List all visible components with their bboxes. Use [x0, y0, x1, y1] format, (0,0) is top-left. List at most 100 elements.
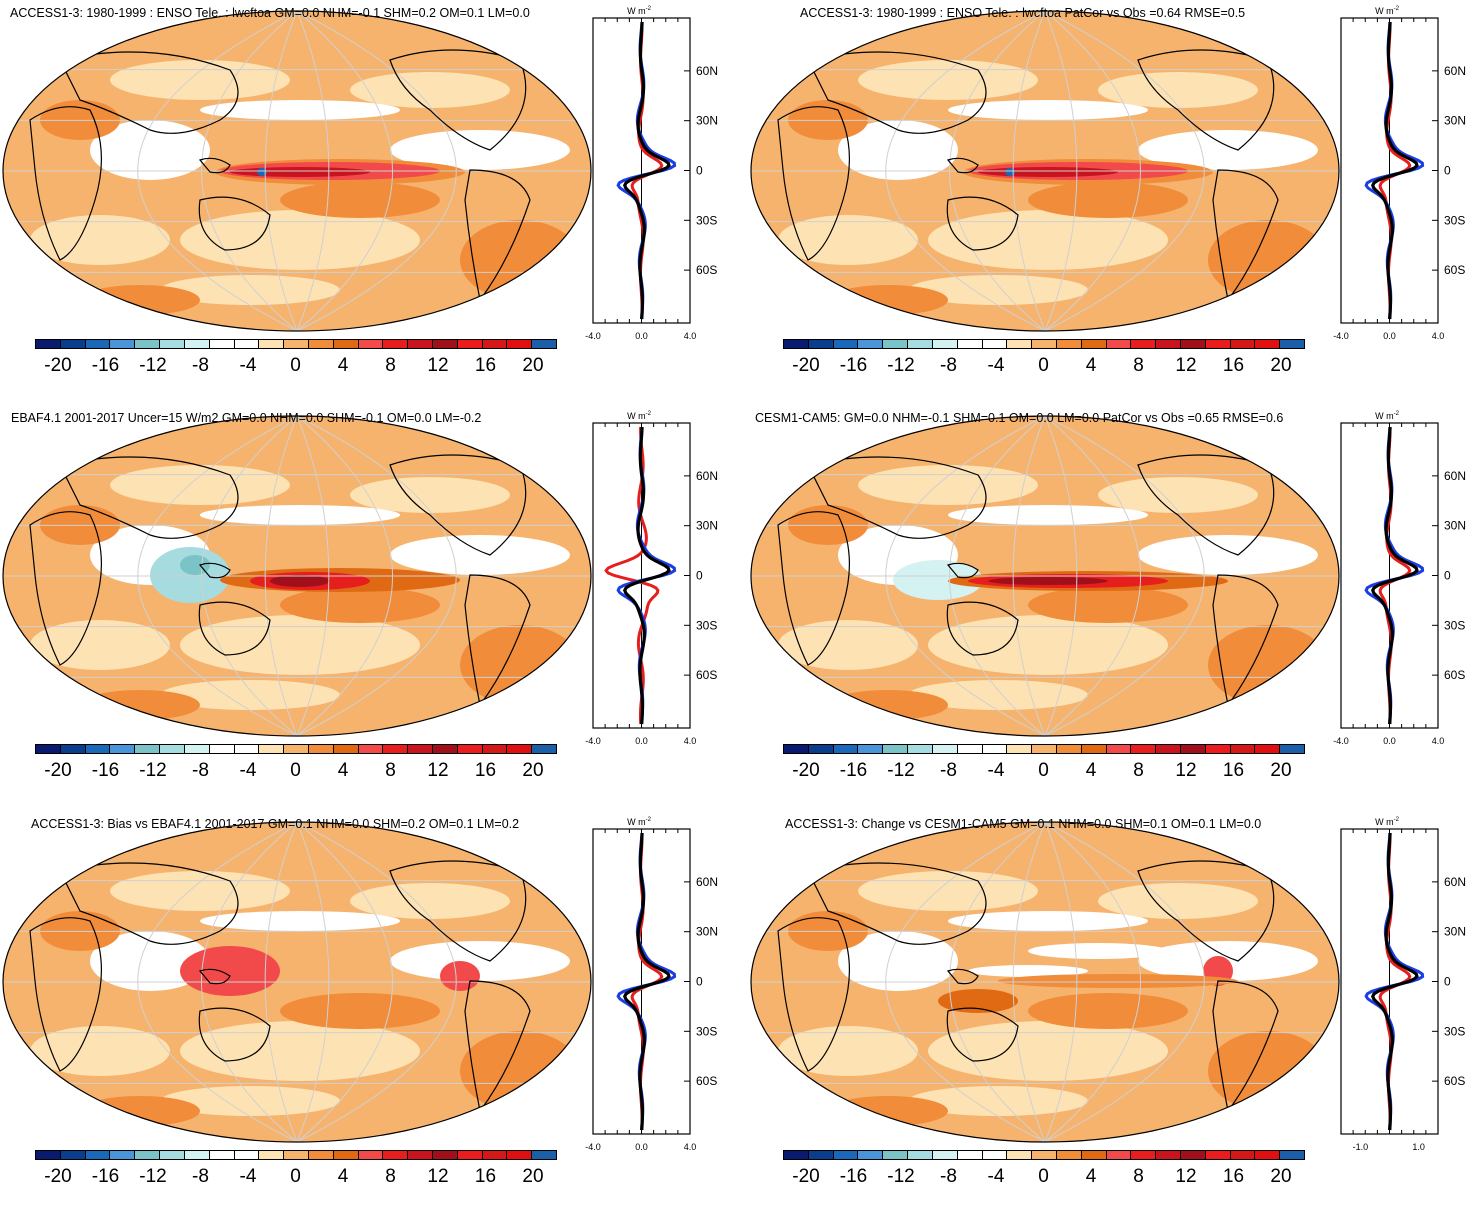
- colorbar-cell: [135, 340, 161, 348]
- lat-label: 30N: [1444, 519, 1466, 533]
- continent-outline: [29, 106, 102, 261]
- graticule: [751, 416, 1339, 736]
- zonal-curve: [616, 426, 677, 725]
- colorbar-cell: [284, 745, 309, 753]
- zonal-mean-plot: W m-2 60N 30N 0 30S 60S -4.0 0.0 4.0: [585, 6, 718, 341]
- coastlines: [777, 860, 1279, 1113]
- colorbar-label: 8: [385, 1166, 396, 1187]
- colorbar-label: -4: [239, 355, 257, 376]
- graticule: [751, 11, 1339, 331]
- colorbar-label: -12: [887, 1166, 915, 1187]
- continent-outline: [946, 157, 979, 174]
- colorbar-cell: [383, 340, 409, 348]
- colorbar-label: -12: [139, 1166, 167, 1187]
- x-tick-label: 0.0: [635, 1142, 648, 1152]
- colorbar-label: 4: [1085, 1166, 1097, 1187]
- colorbar-cell: [308, 745, 334, 753]
- colorbar-label: 16: [474, 760, 497, 781]
- colorbar-cell: [1181, 340, 1206, 348]
- field-patch: [1138, 130, 1318, 170]
- colorbar-cell: [433, 745, 458, 753]
- colorbar-label: 16: [1222, 355, 1245, 376]
- colorbar-cell: [808, 1151, 834, 1159]
- colorbar-cell: [858, 1151, 884, 1159]
- field-patch: [778, 1026, 918, 1076]
- colorbar-cell: [858, 745, 884, 753]
- map-frame: [2, 821, 592, 1143]
- colorbar-label: -8: [940, 355, 957, 376]
- colorbar-cell: [184, 745, 210, 753]
- colorbar: [783, 339, 1305, 349]
- colorbar-cell: [883, 1151, 909, 1159]
- colorbar-label: -20: [792, 760, 820, 781]
- continent-outline: [198, 1007, 271, 1062]
- colorbar-label: -16: [91, 355, 120, 376]
- lat-label: 60S: [1444, 668, 1465, 682]
- lat-label: 0: [1444, 164, 1451, 178]
- world-map: [2, 415, 592, 737]
- field-patch: [968, 965, 1088, 977]
- colorbar-cell: [883, 340, 909, 348]
- world-map: [2, 821, 592, 1143]
- lat-label: 60S: [1444, 1074, 1465, 1088]
- colorbar-cell: [784, 745, 809, 753]
- colorbar-cell: [982, 745, 1008, 753]
- colorbar-cell: [932, 340, 958, 348]
- colorbar-cell: [1106, 745, 1132, 753]
- field-patch: [948, 100, 1148, 120]
- colorbar-cell: [333, 745, 359, 753]
- colorbar-cell: [1181, 745, 1206, 753]
- colorbar-cell: [908, 340, 933, 348]
- coastlines: [777, 49, 1279, 302]
- colorbar-label: 16: [474, 1166, 497, 1187]
- colorbar-cell: [110, 340, 136, 348]
- colorbar-label: 8: [1133, 355, 1144, 376]
- colorbar-label: -16: [839, 760, 868, 781]
- colorbar-cell: [85, 745, 111, 753]
- lat-label: 30N: [696, 114, 718, 128]
- field-patch: [948, 505, 1148, 525]
- colorbar-label: -16: [91, 760, 120, 781]
- colorbar-cell: [1205, 1151, 1231, 1159]
- panel-title: ACCESS1-3: 1980-1999 : ENSO Tele. : lwcf…: [800, 6, 1246, 20]
- colorbar-cell: [1131, 745, 1157, 753]
- colorbar-cell: [833, 1151, 859, 1159]
- colorbar-cell: [1205, 745, 1231, 753]
- panel-title: ACCESS1-3: Bias vs EBAF4.1 2001-2017 GM=…: [31, 817, 520, 831]
- field-patch: [350, 477, 510, 513]
- graticule: [3, 822, 591, 1142]
- lat-label: 30S: [1444, 213, 1465, 227]
- colorbar-label: 0: [1038, 1166, 1049, 1187]
- colorbar-cell: [1156, 340, 1181, 348]
- colorbar-cell: [209, 1151, 235, 1159]
- field-patch: [90, 931, 210, 991]
- lat-label: 60S: [696, 1074, 717, 1088]
- colorbar-label: 8: [385, 760, 396, 781]
- field-patch: [908, 680, 1088, 710]
- lat-label: 30S: [696, 213, 717, 227]
- field-patch: [908, 1086, 1088, 1116]
- colorbar-label: -12: [139, 355, 167, 376]
- x-tick-label: 1.0: [1412, 1142, 1425, 1152]
- unit-sup: -2: [646, 817, 652, 823]
- colorbar-cell: [784, 340, 809, 348]
- colorbar-cell: [135, 1151, 161, 1159]
- colorbar-cell: [507, 340, 533, 348]
- colorbar-label: -8: [192, 1166, 209, 1187]
- lat-label: 30N: [1444, 925, 1466, 939]
- zonal-curve: [1371, 21, 1419, 320]
- unit-label: W m-2: [1375, 411, 1399, 421]
- colorbar-cell: [507, 1151, 533, 1159]
- field-patch: [350, 883, 510, 919]
- panel-title: CESM1-CAM5: GM=0.0 NHM=-0.1 SHM=0.1 OM=0…: [755, 411, 1284, 425]
- field-patch: [180, 946, 280, 996]
- colorbar-cell: [1131, 340, 1157, 348]
- enso-blue: [1005, 168, 1015, 176]
- colorbar-cell: [833, 745, 859, 753]
- field-patch: [30, 1026, 170, 1076]
- colorbar-cell: [433, 340, 458, 348]
- colorbar-cell: [957, 340, 983, 348]
- field-patch: [390, 535, 570, 575]
- lat-label: 60S: [1444, 263, 1465, 277]
- colorbar-label: -4: [239, 1166, 257, 1187]
